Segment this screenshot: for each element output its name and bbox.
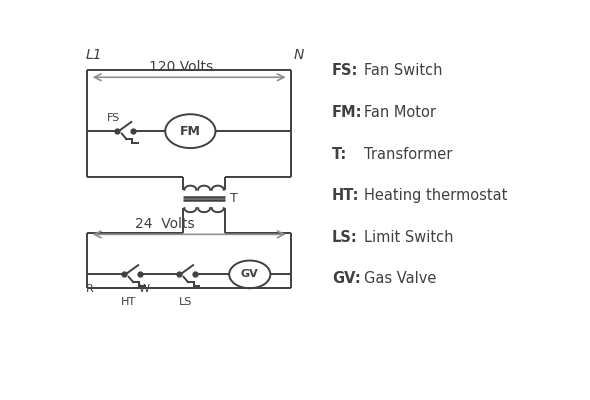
Text: Heating thermostat: Heating thermostat <box>364 188 507 203</box>
Text: T: T <box>230 192 238 206</box>
Text: 120 Volts: 120 Volts <box>149 60 213 74</box>
Text: 24  Volts: 24 Volts <box>135 217 195 231</box>
Text: W: W <box>138 284 149 294</box>
Text: GV:: GV: <box>332 271 361 286</box>
Text: FS:: FS: <box>332 64 359 78</box>
Text: L1: L1 <box>85 48 102 62</box>
Text: FM:: FM: <box>332 105 363 120</box>
Text: R: R <box>86 284 94 294</box>
Text: Gas Valve: Gas Valve <box>364 271 437 286</box>
Text: FM: FM <box>180 125 201 138</box>
Text: Limit Switch: Limit Switch <box>364 230 454 245</box>
Text: HT:: HT: <box>332 188 359 203</box>
Text: Transformer: Transformer <box>364 146 453 162</box>
Text: LS: LS <box>179 296 192 306</box>
Text: Fan Switch: Fan Switch <box>364 64 442 78</box>
Text: HT: HT <box>121 296 136 306</box>
Text: T:: T: <box>332 146 348 162</box>
Text: N: N <box>293 48 304 62</box>
Text: GV: GV <box>241 269 258 279</box>
Text: Fan Motor: Fan Motor <box>364 105 436 120</box>
Text: FS: FS <box>107 114 120 124</box>
Text: LS:: LS: <box>332 230 358 245</box>
